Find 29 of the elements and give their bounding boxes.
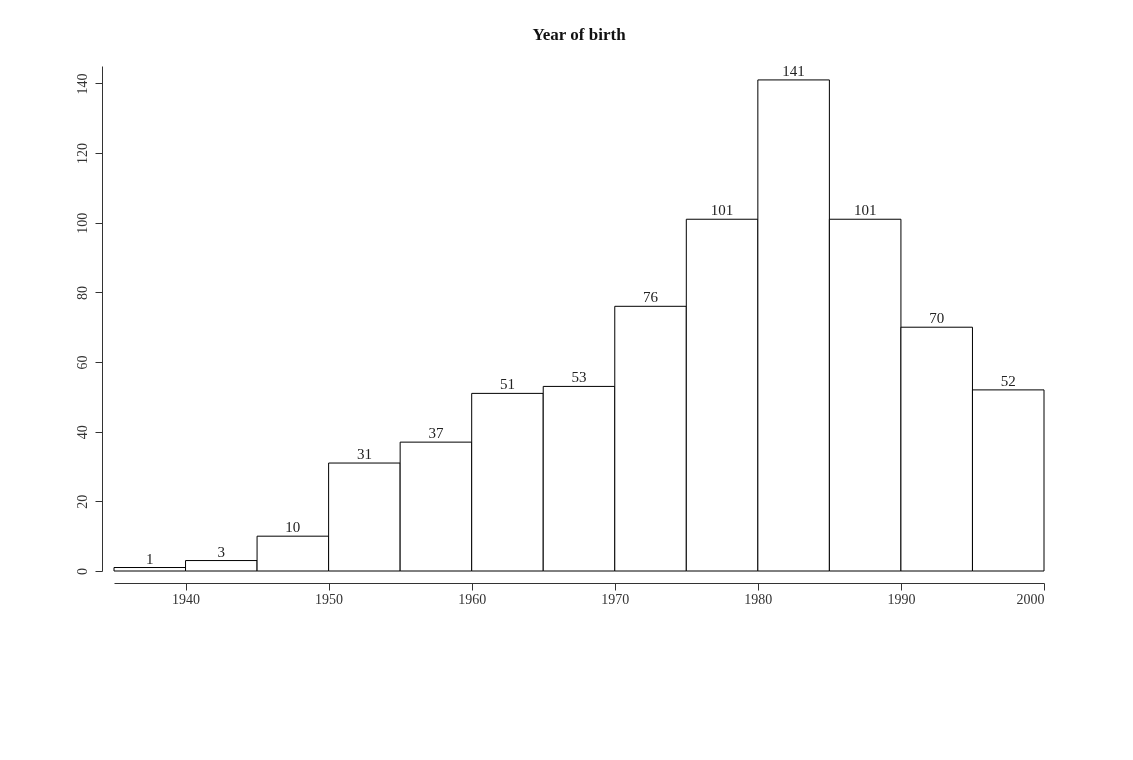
x-tick-label: 1950 xyxy=(315,591,344,607)
y-tick-label: 60 xyxy=(74,355,90,370)
data-label: 31 xyxy=(356,446,372,463)
data-label: 141 xyxy=(782,62,805,79)
y-tick-label: 80 xyxy=(74,285,90,300)
x-tick-label: 1960 xyxy=(458,591,487,607)
data-label: 52 xyxy=(1000,372,1016,389)
data-label: 101 xyxy=(853,202,877,219)
chart-title: Year of birth xyxy=(532,24,627,44)
y-tick-label: 100 xyxy=(74,212,90,234)
x-tick-label: 2000 xyxy=(1016,591,1045,607)
data-label: 1 xyxy=(146,550,154,567)
x-tick-label: 1940 xyxy=(172,591,201,607)
x-tick-label: 1970 xyxy=(601,591,630,607)
data-label: 53 xyxy=(571,369,587,386)
data-label: 37 xyxy=(428,425,444,442)
x-tick-label: 1990 xyxy=(887,591,916,607)
data-label: 101 xyxy=(710,202,734,219)
y-tick-label: 0 xyxy=(74,568,90,575)
y-tick-label: 120 xyxy=(74,143,90,165)
y-tick-label: 20 xyxy=(74,494,90,509)
data-label: 51 xyxy=(499,376,515,393)
data-label: 70 xyxy=(929,310,945,327)
y-tick-label: 140 xyxy=(74,73,90,95)
data-label: 10 xyxy=(285,519,301,536)
data-label: 76 xyxy=(643,289,659,306)
data-label: 3 xyxy=(217,543,226,560)
y-tick-label: 40 xyxy=(74,425,90,440)
x-tick-label: 1980 xyxy=(744,591,773,607)
